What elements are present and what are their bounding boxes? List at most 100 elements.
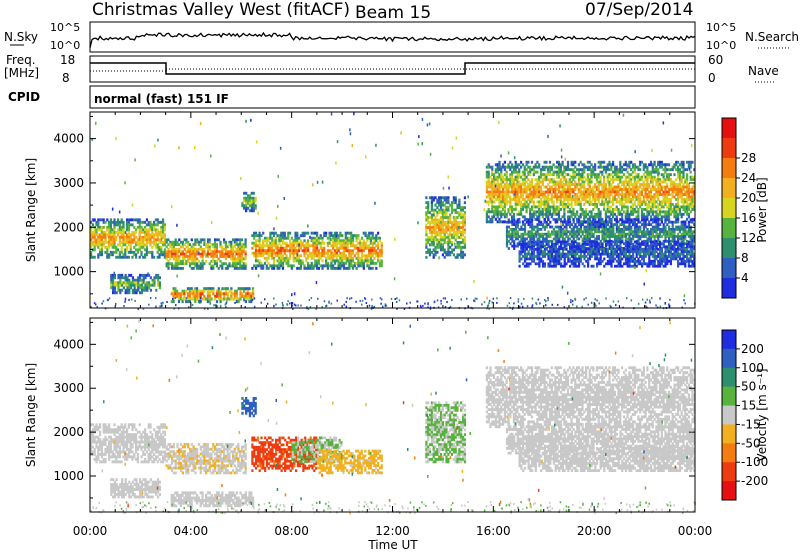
power-cell-r6 bbox=[425, 241, 428, 244]
power-cell-r7 bbox=[594, 215, 597, 219]
power-cell-r7 bbox=[612, 178, 615, 182]
power-cell-r3 bbox=[201, 297, 204, 301]
power-cell-r5 bbox=[312, 236, 315, 240]
power-cell-r5 bbox=[341, 246, 344, 250]
power-cell-r7 bbox=[610, 190, 613, 194]
power-cell-r7 bbox=[523, 170, 526, 174]
power-cell-r7 bbox=[649, 160, 653, 164]
power-cell-r7 bbox=[574, 170, 577, 174]
power-cell-r7 bbox=[664, 200, 667, 204]
power-cell-r6 bbox=[428, 221, 432, 224]
power-cell-r5 bbox=[316, 254, 319, 258]
power-cell-r2 bbox=[226, 255, 229, 258]
power-cell-r6 bbox=[427, 236, 430, 239]
power-cell-r6 bbox=[434, 226, 437, 229]
power-cell-r7 bbox=[543, 175, 546, 179]
power-cell-r5 bbox=[371, 241, 374, 245]
power-cell-r7 bbox=[485, 212, 488, 216]
power-cell-r2 bbox=[242, 262, 245, 266]
power-cell-r0 bbox=[140, 250, 143, 254]
power-cell-r7 bbox=[547, 210, 550, 214]
power-cell-r7 bbox=[615, 208, 618, 211]
power-cell-r0 bbox=[127, 243, 130, 247]
power-cell-r1 bbox=[113, 283, 116, 287]
power-cell-r3 bbox=[170, 300, 173, 304]
power-cell-r2 bbox=[239, 240, 242, 244]
power-cell-r6 bbox=[449, 221, 452, 224]
power-cell-r1 bbox=[148, 283, 151, 287]
power-cell-r6 bbox=[425, 255, 428, 259]
power-cell-r5 bbox=[271, 241, 274, 245]
power-cell-r5 bbox=[323, 241, 326, 245]
power-cell-r7 bbox=[576, 183, 579, 186]
power-cell-r7 bbox=[628, 160, 631, 164]
power-cell-r8 bbox=[644, 218, 647, 222]
power-cell-r7 bbox=[644, 193, 647, 196]
power-cell-r7 bbox=[538, 165, 541, 169]
power-cell-r7 bbox=[538, 193, 541, 196]
power-cell-r7 bbox=[603, 220, 606, 224]
power-cell-r4 bbox=[243, 196, 246, 200]
power-cell-r7 bbox=[687, 163, 690, 167]
power-cell-r7 bbox=[561, 175, 564, 179]
power-cell-r7 bbox=[588, 210, 591, 214]
power-cell-r2 bbox=[240, 245, 244, 249]
power-cell-r6 bbox=[463, 213, 466, 217]
power-cell-r8 bbox=[655, 218, 658, 222]
power-cell-r7 bbox=[577, 183, 580, 186]
power-cell-r8 bbox=[592, 223, 595, 226]
power-cell-r7 bbox=[538, 163, 541, 167]
power-cell-r7 bbox=[594, 165, 597, 169]
power-cell-r3 bbox=[199, 289, 202, 293]
power-cell-r8 bbox=[583, 230, 586, 234]
power-cell-r8 bbox=[588, 235, 591, 238]
power-cell-r7 bbox=[556, 205, 559, 209]
power-cell-r2 bbox=[194, 259, 197, 263]
power-cell-r8 bbox=[529, 242, 532, 246]
power-cell-r3 bbox=[252, 292, 255, 296]
power-cell-r7 bbox=[581, 190, 584, 194]
power-cell-r8 bbox=[601, 237, 604, 241]
power-cell-r6 bbox=[430, 201, 433, 205]
power-cell-r7 bbox=[557, 190, 561, 194]
power-cell-r2 bbox=[172, 257, 175, 261]
power-cell-r7 bbox=[677, 160, 680, 164]
power-cell-r0 bbox=[149, 225, 152, 229]
power-cell-r7 bbox=[633, 193, 636, 196]
power-cell-r7 bbox=[684, 200, 687, 204]
power-cell-r5 bbox=[299, 259, 302, 263]
power-cell-r7 bbox=[646, 188, 649, 191]
power-cell-r7 bbox=[529, 185, 532, 189]
power-cell-r8 bbox=[635, 230, 638, 234]
power-cell-r7 bbox=[640, 210, 644, 214]
power-cell-r0 bbox=[97, 228, 100, 232]
power-cell-r6 bbox=[452, 231, 455, 234]
power-cell-r7 bbox=[557, 170, 561, 174]
power-cell-r1 bbox=[131, 281, 134, 285]
power-cell-r7 bbox=[601, 183, 604, 186]
power-cell-r2 bbox=[172, 255, 175, 258]
power-cell-r5 bbox=[312, 244, 315, 248]
power-cell-r0 bbox=[115, 223, 118, 227]
power-cell-r7 bbox=[556, 193, 559, 196]
power-cell-r6 bbox=[430, 203, 433, 207]
power-cell-r0 bbox=[133, 225, 136, 229]
power-cell-r0 bbox=[113, 245, 116, 249]
power-cell-r3 bbox=[186, 287, 190, 291]
power-cell-r7 bbox=[651, 168, 654, 172]
power-cell-r8 bbox=[635, 232, 638, 236]
power-cell-r7 bbox=[678, 173, 681, 177]
power-cell-r5 bbox=[319, 234, 322, 238]
power-cell-r1 bbox=[153, 276, 156, 280]
power-cell-r7 bbox=[604, 200, 607, 204]
power-cell-r8 bbox=[536, 244, 539, 248]
power-cell-r2 bbox=[224, 250, 227, 254]
power-cell-r5 bbox=[253, 264, 256, 268]
power-cell-r5 bbox=[262, 254, 265, 258]
power-cell-r8 bbox=[511, 228, 514, 231]
power-cell-r8 bbox=[505, 237, 509, 241]
power-cell-r5 bbox=[314, 241, 317, 245]
power-cell-r5 bbox=[323, 249, 326, 253]
power-cell-r5 bbox=[333, 254, 337, 258]
power-cell-r7 bbox=[583, 180, 586, 184]
